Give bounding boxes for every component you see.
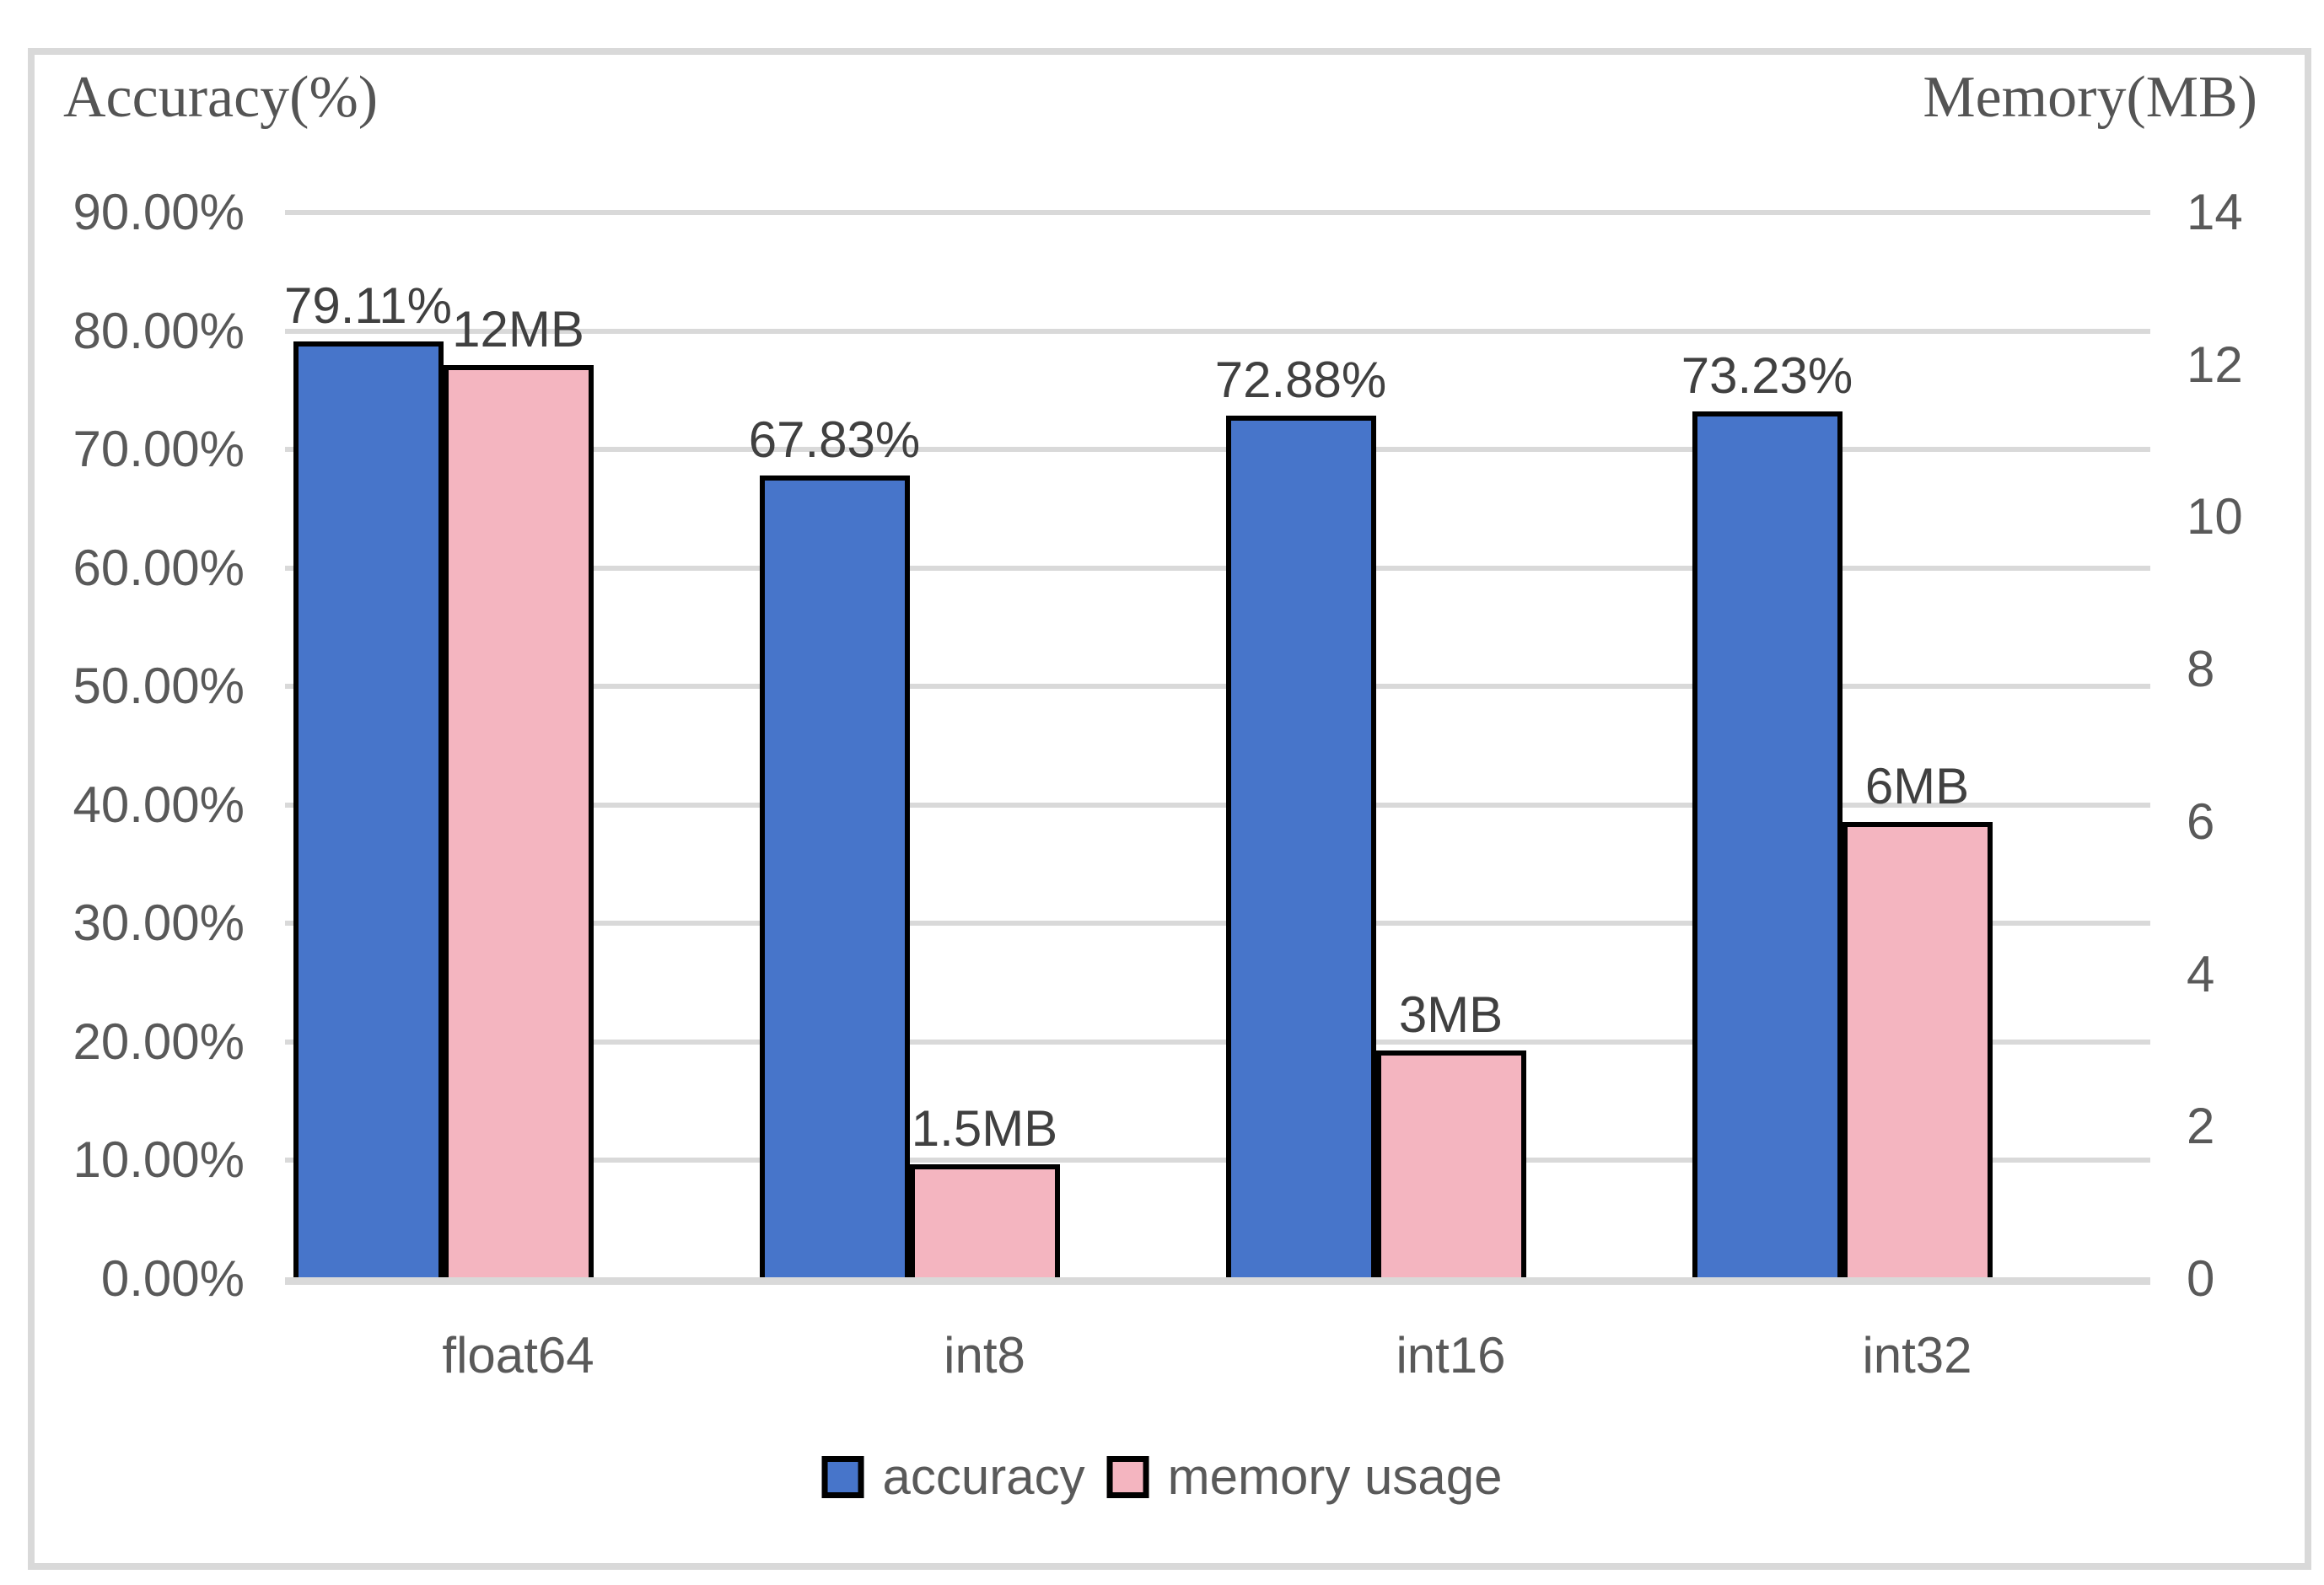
- data-label-accuracy-int32: 73.23%: [1681, 347, 1853, 404]
- gridline: [285, 921, 2150, 927]
- accuracy-bar-int32: [1692, 411, 1843, 1279]
- data-label-memory-usage-float64: 12MB: [452, 300, 584, 357]
- memory-usage-bar-int16: [1375, 1050, 1526, 1279]
- right-axis-title: Memory(MB): [1923, 65, 2257, 130]
- left-axis-tick-10.00%: 10.00%: [73, 1131, 245, 1189]
- right-axis-tick-14: 14: [2187, 184, 2243, 240]
- memory-usage-bar-float64: [443, 365, 594, 1279]
- left-axis-tick-20.00%: 20.00%: [73, 1013, 245, 1070]
- right-axis-tick-8: 8: [2187, 641, 2215, 698]
- gridline: [285, 328, 2150, 334]
- data-label-accuracy-int16: 72.88%: [1214, 351, 1387, 408]
- legend-item-memory-usage: memory usage: [1106, 1448, 1503, 1505]
- left-axis-title: Accuracy(%): [63, 65, 379, 130]
- accuracy-bar-float64: [293, 341, 444, 1279]
- category-label-int16: int16: [1396, 1327, 1506, 1384]
- left-axis-tick-80.00%: 80.00%: [73, 302, 245, 359]
- gridline: [285, 1039, 2150, 1045]
- left-axis-tick-90.00%: 90.00%: [73, 184, 245, 240]
- gridline: [285, 1158, 2150, 1163]
- data-label-accuracy-int8: 67.83%: [748, 411, 921, 468]
- data-label-memory-usage-int32: 6MB: [1864, 757, 1970, 814]
- legend-item-accuracy: accuracy: [821, 1448, 1085, 1505]
- category-label-int32: int32: [1862, 1327, 1972, 1384]
- right-axis-tick-2: 2: [2187, 1098, 2215, 1155]
- gridline: [285, 802, 2150, 808]
- legend-label-memory-usage: memory usage: [1167, 1448, 1503, 1505]
- left-axis-tick-30.00%: 30.00%: [73, 895, 245, 952]
- data-label-accuracy-float64: 79.11%: [283, 277, 453, 335]
- data-label-memory-usage-int8: 1.5MB: [911, 1100, 1058, 1158]
- data-label-memory-usage-int16: 3MB: [1398, 986, 1504, 1043]
- gridline: [285, 684, 2150, 690]
- legend-swatch-memory-usage: [1106, 1456, 1149, 1498]
- legend: accuracy memory usage: [821, 1448, 1503, 1505]
- accuracy-bar-int16: [1225, 416, 1376, 1279]
- category-label-int8: int8: [944, 1327, 1025, 1384]
- legend-swatch-accuracy: [821, 1456, 864, 1498]
- left-axis-tick-60.00%: 60.00%: [73, 539, 245, 596]
- memory-usage-bar-int8: [909, 1164, 1060, 1279]
- left-axis-tick-0.00%: 0.00%: [100, 1250, 245, 1307]
- left-axis-tick-40.00%: 40.00%: [73, 776, 245, 833]
- right-axis-tick-0: 0: [2187, 1250, 2215, 1307]
- chart-frame-border: [28, 48, 2311, 1570]
- x-axis-baseline: [285, 1277, 2150, 1285]
- right-axis-tick-10: 10: [2187, 488, 2243, 545]
- left-axis-tick-50.00%: 50.00%: [73, 658, 245, 715]
- gridline: [285, 210, 2150, 215]
- right-axis-tick-4: 4: [2187, 945, 2215, 1002]
- gridline: [285, 447, 2150, 453]
- accuracy-bar-int8: [759, 476, 910, 1279]
- right-axis-tick-12: 12: [2187, 336, 2243, 393]
- category-label-float64: float64: [442, 1327, 594, 1384]
- left-axis-tick-70.00%: 70.00%: [73, 421, 245, 478]
- gridline: [285, 565, 2150, 571]
- legend-label-accuracy: accuracy: [882, 1448, 1085, 1505]
- memory-usage-bar-int32: [1842, 822, 1993, 1279]
- plot-area: [285, 210, 2150, 1285]
- right-axis-tick-6: 6: [2187, 792, 2215, 850]
